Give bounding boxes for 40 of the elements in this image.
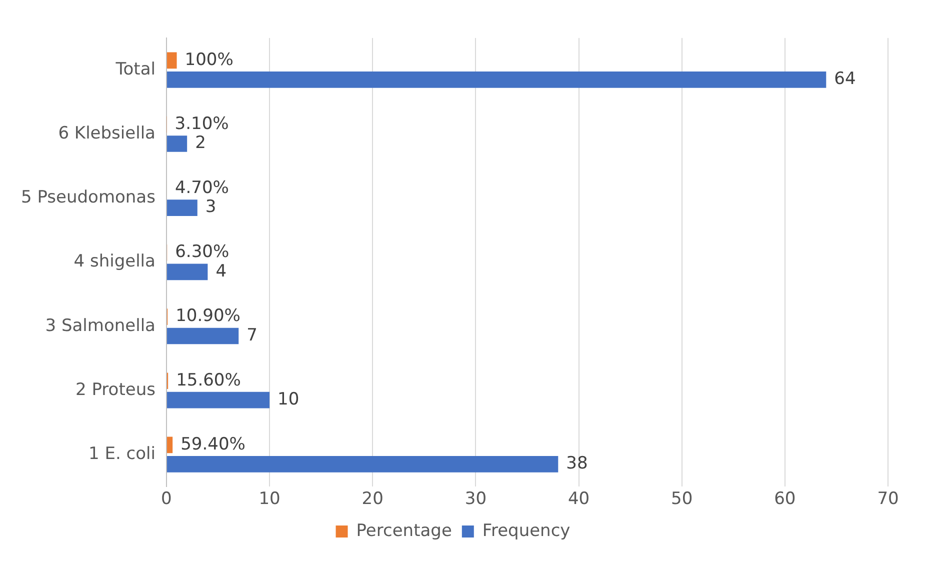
data-label: 3.10% [174, 114, 229, 134]
y-tick-label: 3 Salmonella [45, 316, 156, 336]
data-label: 100% [184, 50, 234, 70]
legend-label: Frequency [482, 520, 570, 541]
y-tick-label: 1 E. coli [88, 444, 156, 464]
y-tick-label: 2 Proteus [76, 380, 156, 400]
y-tick-label: 6 Klebsiella [58, 124, 156, 144]
data-label: 10.90% [176, 306, 240, 326]
data-label: 2 [195, 133, 206, 154]
x-tick-label: 40 [568, 489, 590, 510]
bar [166, 264, 208, 280]
x-tick-label: 50 [671, 489, 693, 510]
data-label: 59.40% [180, 434, 246, 454]
x-tick-label: 60 [774, 489, 796, 510]
data-label: 6.30% [175, 242, 230, 262]
data-label: 7 [246, 325, 258, 346]
data-label: 15.60% [176, 370, 241, 390]
y-tick-label: 5 Pseudomonas [20, 188, 156, 208]
x-tick-label: 70 [877, 489, 899, 510]
legend-label: Percentage [356, 520, 452, 541]
data-label: 10 [278, 390, 300, 410]
bar [166, 456, 558, 472]
bar [166, 436, 173, 454]
data-label: 38 [566, 454, 588, 474]
y-tick-label: Total [114, 59, 156, 80]
data-label: 64 [834, 69, 856, 90]
bar [166, 200, 198, 216]
x-tick-label: 0 [161, 489, 172, 510]
data-label: 4.70% [174, 178, 229, 198]
bar [166, 136, 188, 152]
bar [166, 392, 270, 408]
x-tick-label: 20 [362, 489, 384, 510]
x-tick-label: 30 [464, 489, 487, 510]
bar [166, 71, 826, 88]
bar [166, 328, 239, 344]
data-label: 4 [216, 261, 227, 282]
bar [166, 52, 177, 69]
data-label: 3 [205, 197, 216, 218]
y-tick-label: 4 shigella [74, 252, 156, 272]
x-tick-label: 10 [258, 489, 280, 510]
